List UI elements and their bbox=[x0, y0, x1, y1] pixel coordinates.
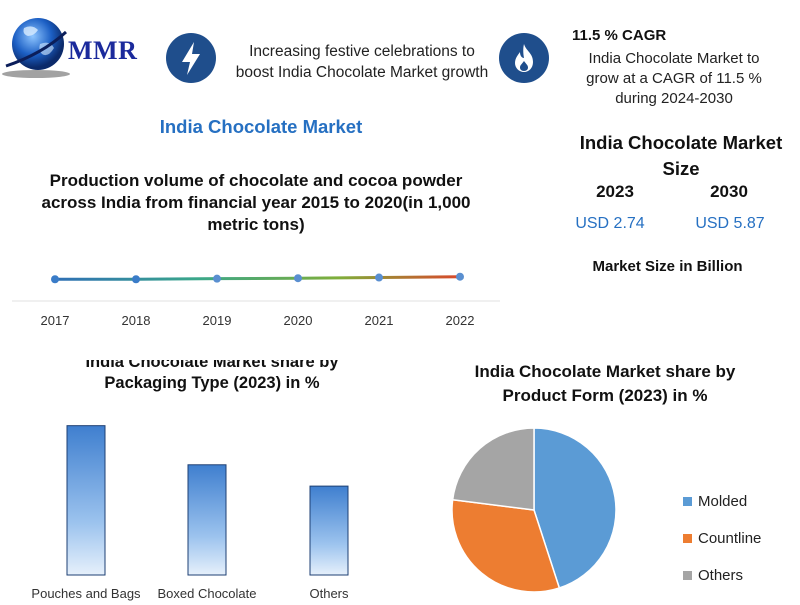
legend-item-others: Others bbox=[683, 557, 761, 594]
production-series-line bbox=[55, 275, 461, 281]
legend-swatch bbox=[683, 571, 692, 580]
legend-swatch bbox=[683, 497, 692, 506]
cagr-title: 11.5 % CAGR bbox=[572, 27, 667, 44]
x-tick-label-2017: 2017 bbox=[41, 313, 70, 328]
production-point-2022 bbox=[456, 272, 464, 281]
market-size-unit: Market Size in Billion bbox=[592, 258, 743, 275]
globe-icon bbox=[2, 18, 70, 78]
bar-boxed-chocolate bbox=[187, 464, 227, 576]
bar-category-label: Others bbox=[309, 586, 349, 601]
product-form-pie-chart bbox=[451, 427, 617, 593]
market-size-title: India Chocolate Market Size bbox=[579, 132, 783, 179]
x-tick-label-2020: 2020 bbox=[284, 313, 313, 328]
bar-pouches-and-bags bbox=[66, 425, 106, 576]
bolt-icon bbox=[166, 33, 216, 83]
legend-label: Countline bbox=[698, 530, 762, 547]
pie-slice-others bbox=[451, 427, 535, 511]
legend-item-molded: Molded bbox=[683, 483, 761, 520]
production-point-2020 bbox=[294, 274, 302, 283]
logo-text: MMR bbox=[68, 36, 138, 65]
production-point-2017 bbox=[51, 275, 59, 284]
x-tick-label-2019: 2019 bbox=[203, 313, 232, 328]
year-2030: 2030 bbox=[710, 182, 748, 201]
production-line-chart: 2017 2018 2019 2020 2021 2022 bbox=[12, 272, 500, 328]
market-title: India Chocolate Market bbox=[159, 116, 363, 137]
x-tick-label-2018: 2018 bbox=[122, 313, 151, 328]
production-point-2018 bbox=[132, 275, 140, 284]
pie-chart-title: India Chocolate Market share by Product … bbox=[474, 362, 736, 405]
pie-slice-molded bbox=[533, 427, 617, 589]
mmr-logo: MMR bbox=[2, 14, 152, 80]
cagr-text: India Chocolate Market to grow at a CAGR… bbox=[586, 50, 762, 107]
production-point-2019 bbox=[213, 274, 221, 283]
pie-slice-countline bbox=[451, 498, 561, 593]
flame-icon bbox=[499, 33, 549, 83]
pie-legend: Molded Countline Others bbox=[683, 483, 761, 594]
headline-text: Increasing festive celebrations to boost… bbox=[235, 43, 489, 81]
bar-others bbox=[309, 485, 349, 576]
x-tick-label-2022: 2022 bbox=[446, 313, 475, 328]
bar-category-label: Boxed Chocolate bbox=[157, 586, 256, 601]
year-2023: 2023 bbox=[596, 182, 634, 201]
bar-category-label: Pouches and Bags bbox=[31, 586, 141, 601]
legend-label: Others bbox=[698, 567, 744, 584]
bar-chart-title: India Chocolate Market share by Packagin… bbox=[85, 360, 339, 392]
line-chart-title: Production volume of chocolate and cocoa… bbox=[41, 171, 471, 234]
legend-label: Molded bbox=[698, 493, 748, 510]
x-tick-label-2021: 2021 bbox=[365, 313, 394, 328]
value-2030: USD 5.87 bbox=[695, 215, 765, 232]
legend-item-countline: Countline bbox=[683, 520, 761, 557]
production-point-2021 bbox=[375, 273, 383, 282]
packaging-bar-chart: Pouches and Bags Boxed Chocolate Others bbox=[31, 425, 349, 601]
legend-swatch bbox=[683, 534, 692, 543]
value-2023: USD 2.74 bbox=[575, 215, 645, 232]
